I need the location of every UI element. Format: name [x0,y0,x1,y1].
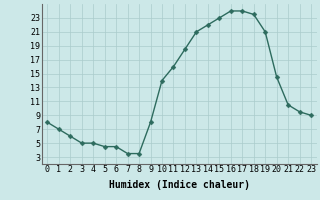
X-axis label: Humidex (Indice chaleur): Humidex (Indice chaleur) [109,180,250,190]
